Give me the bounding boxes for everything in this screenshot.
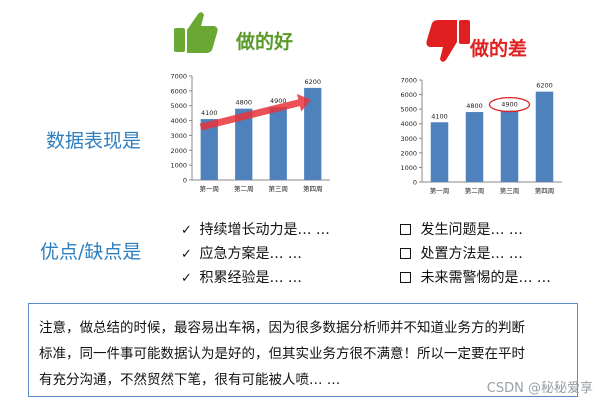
y-tick-label: 2000 — [400, 149, 417, 157]
watermark: CSDN @秘秘爱享 — [486, 381, 593, 396]
x-tick-label: 第二周 — [234, 184, 254, 193]
data-label: 4900 — [270, 97, 287, 105]
x-tick-label: 第三周 — [269, 184, 289, 193]
y-tick-label: 7000 — [170, 73, 187, 81]
x-tick-label: 第四周 — [535, 186, 555, 195]
bar — [535, 91, 554, 182]
pros-item: ✓ 积累经验是… … — [181, 267, 330, 291]
pros-list: ✓ 持续增长动力是… … ✓ 应急方案是… … ✓ 积累经验是… … — [181, 219, 330, 291]
bar — [235, 108, 253, 180]
y-tick-label: 1000 — [400, 164, 417, 172]
bar — [500, 110, 519, 182]
y-tick-label: 1000 — [170, 162, 187, 170]
cons-item-text: 发生问题是… … — [420, 222, 523, 238]
row-label-data: 数据表现是 — [46, 130, 142, 152]
y-tick-label: 6000 — [400, 91, 417, 99]
row-label-pros-cons: 优点/缺点是 — [40, 241, 142, 263]
checkmark-icon: ✓ — [181, 271, 192, 286]
cons-item: 发生问题是… … — [400, 219, 551, 243]
data-label: 6200 — [304, 78, 321, 86]
note-line: 有充分沟通，不然贸然下笔，很有可能被人喷… … — [39, 372, 341, 388]
pros-item: ✓ 应急方案是… … — [181, 243, 330, 267]
bar — [465, 112, 484, 182]
y-tick-label: 0 — [183, 177, 187, 185]
cons-item-text: 处置方法是… … — [420, 246, 523, 262]
x-tick-label: 第四周 — [303, 184, 323, 193]
heading-bad: 做的差 — [470, 38, 528, 60]
bar — [200, 119, 218, 180]
x-tick-label: 第一周 — [430, 186, 450, 195]
bar — [304, 87, 322, 180]
bar — [430, 122, 449, 182]
pros-item: ✓ 持续增长动力是… … — [181, 219, 330, 243]
y-tick-label: 3000 — [170, 132, 187, 140]
highlight-ellipse — [488, 96, 531, 113]
thumbs-down-icon — [426, 20, 470, 62]
pros-item-text: 应急方案是… … — [199, 246, 302, 262]
data-label: 4800 — [235, 99, 252, 107]
checkbox-icon — [400, 272, 411, 283]
y-tick-label: 2000 — [170, 147, 187, 155]
thumbs-up-icon — [174, 12, 218, 54]
checkmark-icon: ✓ — [181, 247, 192, 262]
data-label: 4100 — [201, 109, 218, 117]
heading-good: 做的好 — [236, 31, 294, 53]
checkmark-icon: ✓ — [181, 223, 192, 238]
trend-arrow — [199, 93, 311, 131]
pros-item-text: 积累经验是… … — [199, 270, 302, 286]
note-line: 注意，做总结的时候，最容易出车祸，因为很多数据分析师并不知道业务方的判断 — [39, 320, 525, 336]
data-label: 4800 — [466, 102, 483, 110]
pros-item-text: 持续增长动力是… … — [199, 222, 330, 238]
data-label: 4900 — [501, 101, 518, 109]
note-box: 注意，做总结的时候，最容易出车祸，因为很多数据分析师并不知道业务方的判断 标准，… — [28, 303, 578, 397]
y-tick-label: 3000 — [400, 135, 417, 143]
note-line: 标准，同一件事可能数据认为是好的，但其实业务方很不满意！所以一定要在平时 — [39, 346, 525, 362]
checkbox-icon — [400, 248, 411, 259]
y-tick-label: 7000 — [400, 77, 417, 85]
x-tick-label: 第一周 — [200, 184, 220, 193]
y-tick-label: 4000 — [170, 117, 187, 125]
y-tick-label: 5000 — [400, 106, 417, 114]
x-tick-label: 第三周 — [500, 186, 520, 195]
cons-item-text: 未来需警惕的是… … — [420, 270, 551, 286]
cons-item: 处置方法是… … — [400, 243, 551, 267]
y-tick-label: 6000 — [170, 87, 187, 95]
y-tick-label: 0 — [413, 179, 417, 187]
cons-item: 未来需警惕的是… … — [400, 267, 551, 291]
cons-list: 发生问题是… … 处置方法是… … 未来需警惕的是… … — [400, 219, 551, 291]
y-tick-label: 4000 — [400, 120, 417, 128]
chart-good: 0 1000 2000 3000 4000 5000 6000 7000 4100 第一周 4800… — [170, 73, 330, 193]
data-label: 6200 — [536, 82, 553, 90]
checkbox-icon — [400, 224, 411, 235]
chart-bad: 0 1000 2000 3000 4000 5000 6000 7000 4100 第一周 4800… — [400, 77, 562, 195]
y-tick-label: 5000 — [170, 102, 187, 110]
x-tick-label: 第二周 — [465, 186, 485, 195]
data-label: 4100 — [431, 112, 448, 120]
bar — [269, 107, 287, 180]
